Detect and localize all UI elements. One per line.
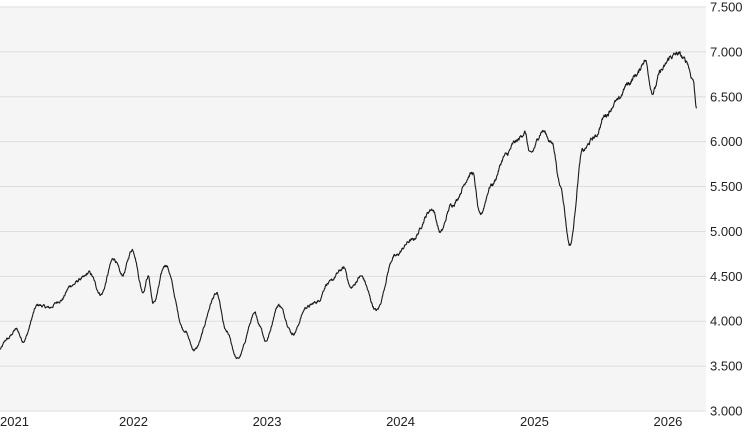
gridlines <box>0 6 706 412</box>
x-tick-label: 2021 <box>0 414 29 429</box>
data-point <box>132 249 133 250</box>
x-tick-label: 2023 <box>253 414 282 429</box>
data-point <box>644 59 645 60</box>
data-point <box>278 304 279 305</box>
data-point <box>617 101 618 102</box>
y-tick-label: 3.500 <box>710 359 743 374</box>
x-tick-label: 2025 <box>520 414 549 429</box>
data-point <box>432 208 433 209</box>
data-point <box>661 69 662 70</box>
price-series-line <box>0 51 698 360</box>
data-point <box>605 114 606 115</box>
plot-area <box>0 7 706 411</box>
data-point <box>376 310 377 311</box>
x-tick-label: 2024 <box>386 414 415 429</box>
data-point <box>692 78 693 79</box>
data-point <box>451 204 452 205</box>
x-tick-label: 2026 <box>653 414 682 429</box>
series-layer <box>0 51 698 360</box>
data-point <box>60 300 61 301</box>
data-point <box>122 275 123 276</box>
data-point <box>82 278 83 279</box>
data-point <box>505 155 506 156</box>
data-point <box>569 244 570 245</box>
data-point <box>677 53 678 54</box>
data-point <box>686 60 687 61</box>
data-point <box>165 264 166 265</box>
data-point <box>6 339 7 340</box>
y-tick-label: 3.000 <box>710 404 743 419</box>
data-point <box>216 294 217 295</box>
data-point <box>671 56 672 57</box>
data-point <box>142 291 143 292</box>
data-point <box>594 137 595 138</box>
y-tick-label: 7.500 <box>710 0 743 15</box>
data-point <box>529 154 530 155</box>
y-tick-label: 7.000 <box>710 44 743 59</box>
data-point <box>265 340 266 341</box>
data-point <box>652 92 653 93</box>
data-point <box>582 150 583 151</box>
y-tick-label: 6.000 <box>710 134 743 149</box>
data-point <box>440 232 441 233</box>
data-point <box>292 333 293 334</box>
data-point <box>479 215 480 216</box>
data-point <box>255 313 256 314</box>
data-point <box>394 256 395 257</box>
data-point <box>100 294 101 295</box>
data-point <box>350 287 351 288</box>
data-point <box>37 304 38 305</box>
data-point <box>696 105 697 106</box>
data-point <box>237 358 238 359</box>
y-tick-label: 4.500 <box>710 269 743 284</box>
y-axis-tick-labels: 3.000 3.500 4.000 4.500 5.000 5.500 6.000 6.500… <box>710 0 743 419</box>
y-tick-label: 6.500 <box>710 89 743 104</box>
data-point <box>491 184 492 185</box>
data-point <box>344 268 345 269</box>
data-point <box>259 325 260 326</box>
data-point <box>317 301 318 302</box>
data-point <box>552 143 553 144</box>
x-tick-label: 2022 <box>119 414 148 429</box>
data-point <box>148 276 149 277</box>
data-point <box>636 74 637 75</box>
data-point <box>71 285 72 286</box>
data-point <box>515 141 516 142</box>
data-point <box>472 172 473 173</box>
data-point <box>22 340 23 341</box>
data-point <box>48 307 49 308</box>
data-point <box>153 303 154 304</box>
data-point <box>226 331 227 332</box>
data-point <box>194 349 195 350</box>
data-point <box>113 258 114 259</box>
data-point <box>184 330 185 331</box>
y-tick-label: 4.000 <box>710 314 743 329</box>
data-point <box>411 240 412 241</box>
y-tick-label: 5.000 <box>710 224 743 239</box>
data-point <box>89 272 90 273</box>
data-point <box>327 283 328 284</box>
x-axis-tick-labels: 2021 2022 2023 2024 2025 2026 <box>0 414 682 429</box>
data-point <box>524 132 525 133</box>
data-point <box>560 186 561 187</box>
data-point <box>628 83 629 84</box>
y-tick-label: 5.500 <box>710 179 743 194</box>
data-point <box>16 329 17 330</box>
data-point <box>542 130 543 131</box>
data-point <box>360 276 361 277</box>
data-point <box>306 306 307 307</box>
